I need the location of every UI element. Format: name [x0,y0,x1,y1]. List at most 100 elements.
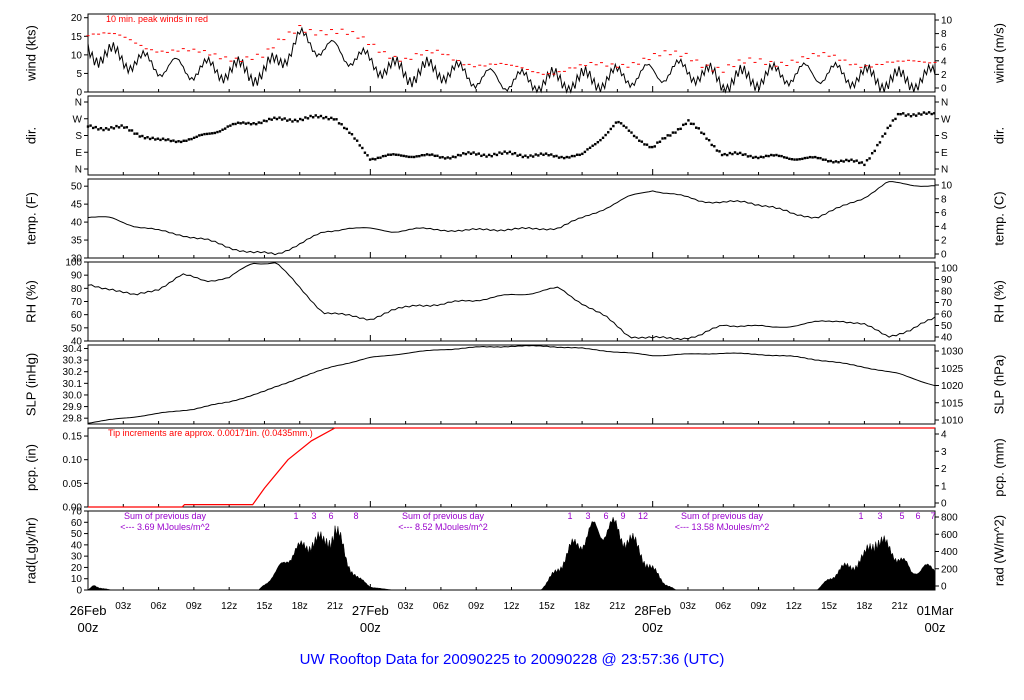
right-tick-label: 200 [941,564,958,575]
dir-point [858,161,861,165]
dir-point [894,117,897,121]
wind-peak-mark [425,49,429,51]
dir-point [870,152,874,155]
wind-peak-mark [922,61,926,63]
panel-frame-6 [87,510,936,591]
time-tick-label: 06z [715,601,731,612]
dir-point [619,122,623,125]
wind-peak-mark [854,63,858,65]
dir-point [231,122,235,126]
rad-hour-mark: 3 [311,511,316,521]
y-tick-label: 5 [76,69,82,80]
y-tick-label: 30.1 [63,379,83,390]
dir-point [819,156,822,160]
dir-point [350,133,354,136]
right-tick-label: 0 [941,582,947,593]
dir-point [524,154,527,157]
wind-peak-mark [732,66,736,68]
wind-peak-mark [208,54,212,56]
dir-point [361,146,364,150]
wind-peak-mark [404,57,408,59]
time-tick-label: 12z [221,601,237,612]
wind-peak-mark [240,60,244,62]
wind-peak-mark [160,50,164,52]
dir-point [293,118,297,122]
wind-peak-mark [705,64,709,66]
dir-point [151,136,154,140]
dir-point [669,134,672,137]
wind-peak-mark [112,33,116,35]
dir-point [917,112,920,115]
dir-point [394,153,398,156]
dir-point [617,120,620,124]
dir-point [723,152,726,156]
right-tick-label: 0 [941,250,947,261]
dir-point [343,126,346,130]
wind-peak-mark [414,53,418,55]
wind-peak-mark [547,73,551,75]
rad-hour-mark: 12 [638,511,648,521]
wind-peak-mark [255,53,259,55]
dir-point [270,118,273,121]
time-tick-label: 06z [433,601,449,612]
wind-peak-mark [864,65,868,67]
rad-hour-mark: 5 [899,511,904,521]
wind-peak-mark [753,61,757,63]
wind-peak-mark [700,66,704,68]
dir-point [159,138,162,142]
wind-peak-mark [102,32,106,34]
dir-point [697,127,700,130]
dir-point [889,124,892,127]
wind-peak-mark [764,63,768,65]
dir-point [550,153,553,156]
dir-point [886,126,889,130]
wind-peak-mark [869,66,873,68]
dir-point [573,154,576,158]
dir-point [852,160,856,163]
dir-point [86,125,90,128]
rad-sum-value: <--- 13.58 MJoules/m^2 [675,522,770,532]
wind-peak-mark [229,60,233,62]
dir-point [446,156,449,159]
dir-point [200,133,204,137]
wind-peak-mark [843,59,847,61]
y-tick-label: 0.10 [63,455,83,466]
dir-point [529,154,532,157]
wind-peak-mark [642,57,646,59]
dir-point [565,155,568,159]
panel-frame-4 [87,344,936,425]
wind-peak-mark [165,51,169,53]
dir-point [537,154,540,157]
dir-point [198,134,201,137]
wind-peak-mark [435,49,439,51]
dir-point [459,154,462,157]
rad-hour-mark: 9 [620,511,625,521]
wind-peak-mark [457,60,461,62]
right-tick-label: 1020 [941,381,964,392]
dir-point [97,128,100,131]
time-tick-label: 21z [327,601,343,612]
wind-peak-mark [557,71,561,73]
dir-point [544,152,548,155]
wind-peak-mark [822,52,826,54]
dir-point [130,129,134,132]
dir-point [847,159,851,163]
wind-peak-mark [589,61,593,63]
wind-peak-mark [155,51,159,53]
rad-hour-mark: 3 [585,511,590,521]
dir-point [609,127,612,131]
series-pcp [88,427,935,508]
dir-tick-label-right: N [941,165,948,176]
dir-point [355,139,359,142]
dir-point [117,126,121,129]
wind-peak-mark [668,54,672,56]
wind-peak-mark [335,32,339,34]
dir-point [757,156,760,160]
y-tick-label: 40 [71,540,83,551]
dir-point [299,117,302,121]
wind-peak-mark [287,31,291,33]
y-tick-label: 0.05 [63,479,83,490]
dir-point [239,122,242,125]
dir-point [363,151,367,154]
dir-point [337,122,341,125]
